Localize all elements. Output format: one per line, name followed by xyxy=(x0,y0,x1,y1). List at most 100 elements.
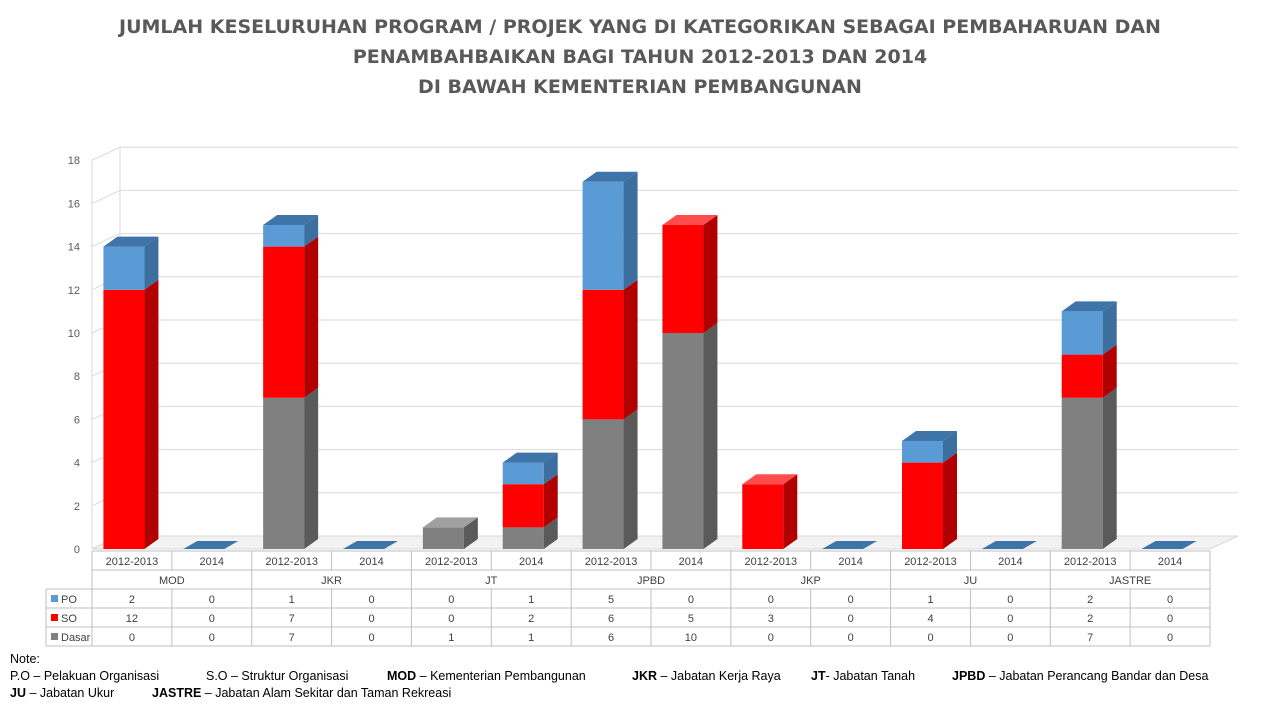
data-label: 0 xyxy=(129,632,135,644)
data-label: 0 xyxy=(768,632,774,644)
data-label: 0 xyxy=(848,594,854,606)
group-label: JKP xyxy=(801,575,821,587)
bar-segment-so xyxy=(263,246,305,398)
data-label: 0 xyxy=(209,613,215,625)
data-label: 1 xyxy=(448,632,454,644)
notes-row-2: JU – Jabatan Ukur JASTRE – Jabatan Alam … xyxy=(10,685,451,702)
data-label: 12 xyxy=(126,613,138,625)
bar-segment-dasar xyxy=(662,333,704,549)
chart-title-line-3: DI BAWAH KEMENTERIAN PEMBANGUNAN xyxy=(418,76,862,98)
bar-side-dasar xyxy=(1102,387,1117,549)
x-tick-label: 2014 xyxy=(679,556,703,568)
data-label: 0 xyxy=(848,613,854,625)
x-tick-label: 2014 xyxy=(359,556,383,568)
y-tick-label: 4 xyxy=(74,458,80,470)
group-label: JPBD xyxy=(637,575,665,587)
bar-segment-po xyxy=(582,181,624,290)
data-label: 0 xyxy=(1167,632,1173,644)
bar-segment-po xyxy=(902,441,943,463)
bar-side-so xyxy=(703,215,718,333)
chart-title-line-2: PENAMBAHBAIKAN BAGI TAHUN 2012-2013 DAN … xyxy=(352,46,928,68)
group-label: JKR xyxy=(321,575,342,587)
data-label: 0 xyxy=(209,594,215,606)
legend-key-dasar xyxy=(51,633,58,640)
data-label: 5 xyxy=(608,594,614,606)
data-label: 0 xyxy=(1007,594,1013,606)
bar-side-so xyxy=(1102,344,1117,398)
bar-top xyxy=(263,215,319,225)
x-tick-label: 2014 xyxy=(200,556,224,568)
bar-top xyxy=(422,517,478,528)
group-label: MOD xyxy=(159,575,185,587)
data-label: 0 xyxy=(927,632,933,644)
y-tick-label: 12 xyxy=(68,285,80,297)
data-label: 7 xyxy=(289,613,295,625)
data-label: 6 xyxy=(608,632,614,644)
data-label: 4 xyxy=(927,613,933,625)
x-tick-label: 2012-2013 xyxy=(106,556,159,568)
data-label: 0 xyxy=(448,613,454,625)
bar-segment-so xyxy=(742,484,784,549)
bar-segment-dasar xyxy=(1061,397,1103,549)
data-label: 1 xyxy=(927,594,933,606)
group-label: JU xyxy=(964,575,978,587)
bar-side-so xyxy=(943,452,957,549)
y-tick-label: 8 xyxy=(74,371,80,383)
bar-side-po xyxy=(943,431,957,463)
bar-segment-so xyxy=(502,484,544,528)
bar-segment-po xyxy=(502,462,544,485)
bar-top xyxy=(1061,301,1117,312)
data-label: 6 xyxy=(608,613,614,625)
data-label: 1 xyxy=(528,632,534,644)
data-label: 0 xyxy=(1167,613,1173,625)
x-tick-label: 2014 xyxy=(838,556,862,568)
bar-segment-po xyxy=(263,225,305,247)
y-tick-label: 6 xyxy=(74,414,80,426)
data-label: 7 xyxy=(289,632,295,644)
grid-side-line xyxy=(91,233,121,248)
data-label: 0 xyxy=(688,594,694,606)
bar-top xyxy=(103,236,159,247)
bar-zero-top xyxy=(981,541,1037,549)
notes-heading: Note: xyxy=(10,652,40,666)
bar-segment-so xyxy=(582,289,624,420)
bar-side-po xyxy=(1102,301,1117,355)
data-label: 0 xyxy=(448,594,454,606)
bar-side-po xyxy=(304,215,319,247)
data-label: 2 xyxy=(1087,613,1093,625)
data-label: 0 xyxy=(848,632,854,644)
notes-legend: Note: P.O – Pelakuan Organisasi S.O – St… xyxy=(10,651,1208,702)
chart-title: JUMLAH KESELURUHAN PROGRAM / PROJEK YANG… xyxy=(0,12,1280,102)
y-tick-label: 0 xyxy=(74,544,80,556)
data-label: 0 xyxy=(1007,613,1013,625)
group-label: JT xyxy=(485,575,498,587)
x-tick-label: 2012-2013 xyxy=(1064,556,1117,568)
notes-row-1: P.O – Pelakuan Organisasi S.O – Struktur… xyxy=(10,668,1208,685)
x-tick-label: 2012-2013 xyxy=(744,556,797,568)
bar-top xyxy=(902,431,957,441)
bar-side-dasar xyxy=(703,323,718,549)
x-tick-label: 2014 xyxy=(1158,556,1182,568)
data-label: 0 xyxy=(768,594,774,606)
bar-side-dasar xyxy=(623,409,638,549)
bar-side-so xyxy=(783,474,798,549)
legend-key-so xyxy=(51,614,58,621)
note-jpbd: JPBD – Jabatan Perancang Bandar dan Desa xyxy=(952,669,1209,683)
y-tick-label: 2 xyxy=(74,501,80,513)
bar-segment-po xyxy=(103,246,145,290)
data-label: 5 xyxy=(688,613,694,625)
note-jkr: JKR – Jabatan Kerja Raya xyxy=(632,669,781,683)
bar-side-so xyxy=(304,236,319,398)
bar-top xyxy=(582,171,638,182)
x-tick-label: 2014 xyxy=(998,556,1022,568)
note-jastre: JASTRE – Jabatan Alam Sekitar dan Taman … xyxy=(152,686,452,700)
chart-title-line-1: JUMLAH KESELURUHAN PROGRAM / PROJEK YANG… xyxy=(119,16,1161,38)
bar-segment-so xyxy=(103,289,145,549)
bar-segment-so xyxy=(1061,354,1103,398)
bar-segment-po xyxy=(1061,311,1103,355)
data-label: 1 xyxy=(528,594,534,606)
bar-top xyxy=(742,474,798,485)
bar-segment-dasar xyxy=(582,419,624,549)
bar-side-dasar xyxy=(543,517,558,549)
data-label: 0 xyxy=(1167,594,1173,606)
